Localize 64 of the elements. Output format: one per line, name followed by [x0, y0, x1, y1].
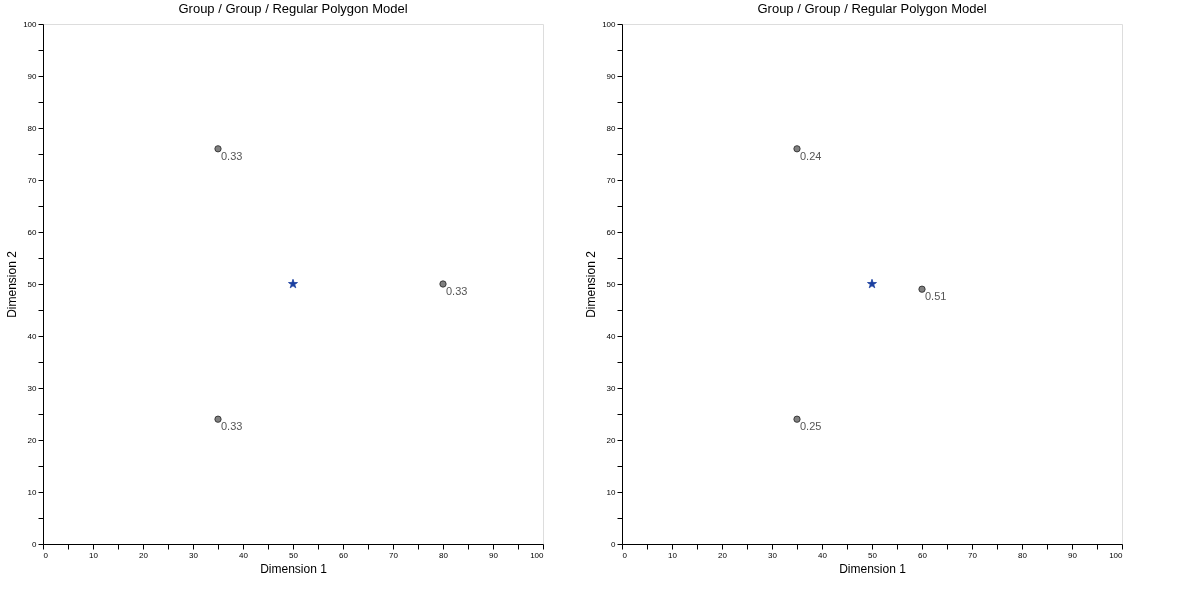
y-tick-label: 40 [27, 331, 38, 341]
x-tick-label: 80 [439, 550, 449, 560]
x-tick-label: 20 [718, 550, 728, 560]
y-tick-label: 90 [606, 71, 617, 81]
point [918, 285, 926, 293]
chart-title: Group / Group / Regular Polygon Model [757, 1, 987, 16]
x-tick-label: 50 [289, 550, 299, 560]
annotation: 0.33 [221, 149, 243, 162]
y-tick-label: 100 [602, 19, 617, 29]
y-axis-title: Dimension 2 [5, 250, 20, 318]
y-tick-label: 100 [23, 19, 38, 29]
x-tick-label: 30 [189, 550, 199, 560]
point [288, 278, 298, 289]
x-tick-label: 90 [489, 550, 499, 560]
x-tick-label: 50 [868, 550, 878, 560]
y-tick-label: 80 [606, 123, 617, 133]
annotation: 0.51 [925, 290, 947, 303]
point [867, 278, 877, 289]
x-tick-label: 0 [43, 550, 49, 560]
x-tick-label: 20 [139, 550, 149, 560]
x-tick-label: 80 [1018, 550, 1028, 560]
y-tick-label: 0 [32, 539, 38, 549]
annotation: 0.33 [446, 285, 468, 297]
y-tick-label: 30 [606, 383, 617, 393]
x-tick-label: 90 [1068, 550, 1078, 560]
y-axis-title: Dimension 2 [584, 250, 599, 318]
y-tick-label: 60 [606, 227, 617, 237]
y-tick-label: 50 [27, 279, 38, 289]
x-tick-label: 10 [668, 550, 678, 560]
y-tick-label: 90 [27, 71, 38, 81]
y-tick-label: 20 [27, 435, 38, 445]
x-axis-title: Dimension 1 [260, 561, 328, 576]
point [439, 280, 447, 288]
annotation: 0.33 [221, 420, 243, 433]
x-tick-label: 30 [768, 550, 778, 560]
x-tick-label: 70 [389, 550, 399, 560]
y-tick-label: 70 [606, 175, 617, 185]
y-tick-label: 70 [27, 175, 38, 185]
annotation: 0.25 [800, 420, 822, 433]
point [214, 145, 222, 153]
x-tick-label: 0 [622, 550, 628, 560]
x-tick-label: 70 [968, 550, 978, 560]
y-tick-label: 30 [27, 383, 38, 393]
x-tick-label: 60 [918, 550, 928, 560]
y-tick-label: 20 [606, 435, 617, 445]
annotation: 0.24 [800, 149, 822, 162]
x-tick-label: 100 [1109, 550, 1124, 560]
y-tick-label: 80 [27, 123, 38, 133]
y-tick-label: 40 [606, 331, 617, 341]
point [793, 415, 801, 423]
x-tick-label: 40 [818, 550, 828, 560]
x-tick-label: 100 [530, 550, 545, 560]
point [793, 145, 801, 153]
y-tick-label: 10 [606, 487, 617, 497]
y-tick-label: 10 [27, 487, 38, 497]
y-tick-label: 60 [27, 227, 38, 237]
x-axis-title: Dimension 1 [839, 561, 907, 576]
point [214, 415, 222, 423]
x-tick-label: 40 [239, 550, 249, 560]
y-tick-label: 50 [606, 279, 617, 289]
y-tick-label: 0 [611, 539, 617, 549]
x-tick-label: 10 [89, 550, 99, 560]
chart-title: Group / Group / Regular Polygon Model [178, 1, 408, 16]
x-tick-label: 60 [339, 550, 349, 560]
